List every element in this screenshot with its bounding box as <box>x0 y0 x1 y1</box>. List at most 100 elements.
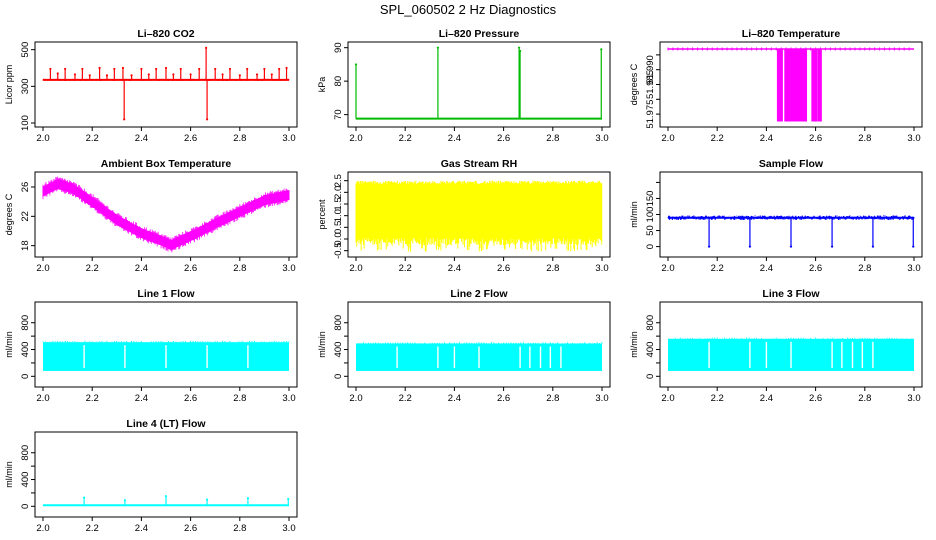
plot-frame-line1 <box>34 301 298 388</box>
x-tick-label-line4-2: 2.4 <box>135 523 148 534</box>
x-tick-label-pressure-3: 2.6 <box>497 133 510 144</box>
x-tick-label-line2-0: 2.0 <box>349 393 362 404</box>
x-tick-label-line3-0: 2.0 <box>661 393 674 404</box>
series-point-co2-25 <box>238 74 241 77</box>
x-tick-label-licor-temp-4: 2.8 <box>858 133 871 144</box>
y-axis-label-pressure: kPa <box>317 77 327 93</box>
x-tick-label-line2-3: 2.6 <box>497 393 510 404</box>
chart-panel-co2: Li–820 CO2 Licor ppm 2.0 2.2 2.4 2.6 2.8 3.0 100… <box>4 28 298 144</box>
series-point-line4-2 <box>164 495 168 498</box>
x-tick-label-ambient-2: 2.4 <box>135 263 148 274</box>
series-point-co2-26 <box>246 67 249 71</box>
series-point-co2-9 <box>121 66 125 70</box>
x-tick-label-ambient-4: 2.8 <box>233 263 246 274</box>
x-tick-label-line1-3: 2.6 <box>184 393 197 404</box>
series-dropout-band-1 <box>784 48 808 122</box>
series-point-pressure-3 <box>518 49 522 53</box>
series-point-line4-3 <box>205 498 209 501</box>
series-jitter-rh <box>355 180 603 252</box>
x-tick-label-licor-temp-3: 2.6 <box>809 133 822 144</box>
series-point-sample-flow-5 <box>912 245 915 248</box>
x-tick-label-line2-1: 2.2 <box>399 393 412 404</box>
series-point-co2-12 <box>140 67 143 71</box>
x-tick-label-line1-5: 3.0 <box>282 393 295 404</box>
series-dropout-band-3 <box>817 48 822 122</box>
series-point-pressure-2 <box>517 46 521 49</box>
chart-title-line4: Line 4 (LT) Flow <box>126 418 206 430</box>
series-point-co2-20 <box>204 46 208 49</box>
x-tick-label-rh-5: 3.0 <box>595 263 608 274</box>
y-tick-label-pressure-0: 70 <box>333 109 344 120</box>
x-tick-label-co2-2: 2.4 <box>135 133 148 144</box>
x-tick-label-ambient-5: 3.0 <box>282 263 295 274</box>
data-layer-sample-flow <box>667 215 915 248</box>
y-tick-label-ambient-2: 26 <box>20 182 31 193</box>
series-point-co2-30 <box>278 67 281 71</box>
series-point-co2-29 <box>270 73 273 76</box>
series-point-co2-6 <box>98 66 101 70</box>
x-tick-label-line3-5: 3.0 <box>907 393 920 404</box>
y-tick-label-line2-4: 800 <box>333 315 344 331</box>
series-point-co2-10 <box>123 118 126 121</box>
x-tick-label-rh-3: 2.6 <box>497 263 510 274</box>
x-tick-label-co2-1: 2.2 <box>86 133 99 144</box>
x-tick-label-line1-4: 2.8 <box>233 393 246 404</box>
y-tick-label-line3-4: 800 <box>645 315 656 331</box>
data-layer-line3 <box>667 337 915 371</box>
x-tick-label-line1-1: 2.2 <box>86 393 99 404</box>
data-layer-co2 <box>42 46 290 121</box>
data-layer-line1 <box>42 340 290 371</box>
y-axis-label-sample-flow: ml/min <box>629 201 639 228</box>
chart-title-co2: Li–820 CO2 <box>137 28 194 40</box>
x-tick-label-licor-temp-0: 2.0 <box>661 133 674 144</box>
series-point-pressure-1 <box>436 46 440 49</box>
x-tick-label-line1-2: 2.4 <box>135 393 148 404</box>
series-point-co2-21 <box>205 118 209 121</box>
y-tick-label-rh-0: -0.5 <box>333 242 344 258</box>
chart-title-licor-temp: Li–820 Temperature <box>742 28 841 40</box>
x-tick-label-rh-2: 2.4 <box>448 263 461 274</box>
x-tick-label-ambient-1: 2.2 <box>86 263 99 274</box>
x-tick-label-rh-0: 2.0 <box>349 263 362 274</box>
y-tick-label-co2-2: 500 <box>20 42 31 58</box>
y-tick-label-rh-6: 2.5 <box>333 174 344 187</box>
series-point-co2-13 <box>147 73 150 76</box>
series-jitter-line2 <box>355 342 603 344</box>
x-tick-label-sample-flow-1: 2.2 <box>711 263 724 274</box>
data-layer-licor-temp <box>667 47 914 122</box>
series-point-co2-8 <box>113 67 116 71</box>
y-tick-label-line2-0: 0 <box>333 374 344 379</box>
y-tick-label-rh-5: 2.0 <box>333 186 344 199</box>
x-tick-label-co2-4: 2.8 <box>233 133 246 144</box>
series-point-sample-flow-0 <box>707 245 711 248</box>
y-tick-label-pressure-1: 80 <box>333 76 344 87</box>
x-tick-label-line4-0: 2.0 <box>36 523 49 534</box>
x-tick-label-sample-flow-0: 2.0 <box>661 263 674 274</box>
data-layer-pressure <box>354 46 603 120</box>
y-tick-label-line1-4: 800 <box>20 315 31 331</box>
chart-panel-sample-flow: Sample Flow ml/min 2.0 2.2 2.4 2.6 2.8 3.0 0 50 10… <box>629 158 923 274</box>
series-point-sample-flow-3 <box>830 245 834 248</box>
plot-frame-line2 <box>347 301 611 388</box>
series-point-pressure-0 <box>354 63 358 66</box>
y-tick-label-rh-1: 0.0 <box>333 232 344 245</box>
y-tick-label-rh-4: 1.5 <box>333 197 344 210</box>
x-tick-label-line4-1: 2.2 <box>86 523 99 534</box>
data-layer-ambient <box>42 176 290 253</box>
y-tick-label-line3-0: 0 <box>645 374 656 379</box>
y-axis-label-line4: ml/min <box>4 461 14 488</box>
chart-panel-line3: Line 3 Flow ml/min 2.0 2.2 2.4 2.6 2.8 3.0 0 400 8… <box>629 288 923 404</box>
series-dropout-band-0 <box>776 48 783 122</box>
x-tick-label-line3-1: 2.2 <box>711 393 724 404</box>
series-point-co2-1 <box>56 72 59 75</box>
y-tick-label-pressure-2: 90 <box>333 42 344 53</box>
x-tick-label-ambient-3: 2.6 <box>184 263 197 274</box>
y-tick-label-line4-2: 400 <box>20 472 31 488</box>
y-tick-label-line3-2: 400 <box>645 342 656 358</box>
series-point-co2-19 <box>198 67 201 71</box>
chart-title-ambient: Ambient Box Temperature <box>101 158 232 170</box>
chart-panel-line4: Line 4 (LT) Flow ml/min 2.0 2.2 2.4 2.6 2.8 3.0… <box>4 418 298 534</box>
chart-title-line2: Line 2 Flow <box>450 288 508 300</box>
y-tick-label-ambient-1: 22 <box>20 211 31 222</box>
x-tick-label-pressure-1: 2.2 <box>399 133 412 144</box>
